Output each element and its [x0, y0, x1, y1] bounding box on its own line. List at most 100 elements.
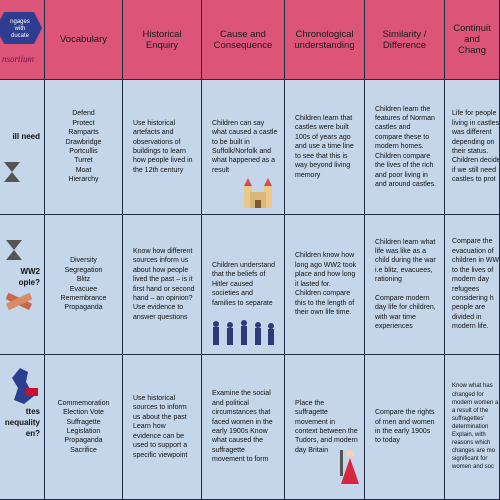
paragraph: Know how different sources inform us abo…	[133, 247, 195, 321]
vocab-word: Segregation	[64, 266, 103, 274]
row-label-text: ttes	[25, 407, 40, 416]
table-cell: Defend Protect Ramparts Drawbridge Portculli…	[45, 80, 123, 215]
vocab-word: Moat	[75, 166, 92, 174]
icon	[338, 448, 362, 493]
row-label: ill need	[0, 80, 45, 215]
table-cell: Examine the social and political circums…	[202, 355, 285, 500]
vocab-word: Election Vote	[63, 409, 104, 417]
paragraph: Place the suffragette movement in contex…	[295, 399, 358, 454]
table-cell: Diversity Segregation Blitz Evacuee Remembra…	[45, 215, 123, 355]
paragraph: Children learn that castles were built 1…	[295, 114, 354, 179]
icon	[240, 176, 276, 215]
header-text: Continuit	[453, 23, 491, 34]
paragraph: Examine the social and political circums…	[212, 390, 273, 464]
vocab-word: Blitz	[76, 276, 91, 284]
cell-content: Examine the social and political circums…	[212, 389, 278, 465]
paragraph: people are	[452, 304, 486, 312]
header-cell: Cause and Consequence	[202, 0, 285, 80]
paragraph: their status.	[452, 148, 489, 155]
uk-map-icon	[12, 368, 38, 404]
paragraph: determination	[452, 423, 489, 430]
icon	[4, 238, 24, 267]
cell-content: Defend Protect Ramparts Drawbridge Portculli…	[66, 109, 102, 185]
logo-text: ngages	[10, 19, 30, 25]
vocab-word: Diversity	[70, 257, 97, 265]
suffragette-icon	[340, 450, 359, 484]
icon	[2, 160, 22, 189]
header-text: Chronological understanding	[294, 28, 355, 51]
paragraph: Use historical artefacts and observation…	[133, 119, 193, 174]
paragraph: depending on	[452, 138, 495, 146]
header-text: Cause and Consequence	[213, 28, 273, 51]
paragraph: modern life.	[452, 323, 489, 331]
paragraph: Use historical sources to inform us abou…	[133, 394, 188, 459]
paragraph: Compare the	[452, 238, 493, 246]
table-cell: Use historical artefacts and observation…	[123, 80, 202, 215]
vocab-word: Sacrifice	[70, 446, 97, 454]
logo-name: nsortium	[2, 54, 35, 64]
hourglass-icon	[4, 162, 20, 182]
header-text: Historical Enquiry	[142, 28, 182, 51]
paragraph: women and soc	[452, 464, 495, 471]
header-cell: Continuit and Chang	[445, 0, 500, 80]
table-cell: Use historical sources to inform us abou…	[123, 355, 202, 500]
paragraph: changes are mo	[452, 448, 496, 455]
table-cell: Children learn what life was like as a c…	[365, 215, 445, 355]
row-label: WW2 ople?	[0, 215, 45, 355]
cell-content: Use historical sources to inform us abou…	[133, 394, 195, 460]
paragraph: a result of the	[452, 407, 489, 414]
header-cell: Chronological understanding	[285, 0, 365, 80]
vocab-word: Propaganda	[64, 437, 103, 445]
header-text: and Chang	[458, 34, 486, 56]
paragraph: Compare the rights of men and women in t…	[375, 409, 435, 445]
paragraph: considering h	[452, 294, 494, 302]
cell-content: Life for people living in castles was diff…	[452, 109, 500, 185]
row-label-text: nequality	[4, 417, 40, 427]
paragraph: changed for	[452, 391, 484, 398]
table-cell: Children know how long ago WW2 took plac…	[285, 215, 365, 355]
logo-hexagon	[0, 12, 42, 44]
logo: ngages with ducate nsortium	[0, 12, 42, 64]
vocab-word: Evacuee	[69, 285, 98, 293]
soldiers-icon	[213, 320, 274, 345]
vocab-word: Ramparts	[68, 129, 99, 137]
cell-content: Children learn the features of Norman ca…	[375, 105, 438, 190]
row-label-text: ill need	[12, 132, 40, 141]
vocab-word: Legislation	[66, 428, 101, 435]
paragraph: Children know how long ago WW2 took plac…	[295, 252, 357, 317]
castle-icon	[244, 178, 272, 208]
paragraph: reasons which	[452, 440, 491, 447]
cell-content: Compare the evacuation of children in WW to…	[452, 237, 499, 331]
row-label-text: ople?	[18, 277, 40, 287]
vocab-word: Turret	[74, 157, 93, 165]
cell-content: Children understand that the beliefs of …	[212, 261, 278, 308]
paragraph: refugees	[452, 285, 480, 293]
vocab-word: Portcullis	[69, 148, 98, 155]
table-cell: Know how different sources inform us abo…	[123, 215, 202, 355]
vocab-word: Suffragette	[66, 418, 101, 426]
paragraph: evacuation of	[452, 247, 494, 255]
vocab-word: Remembrance	[60, 294, 107, 302]
paragraph: significant for	[452, 456, 488, 463]
table-cell: Children learn the features of Norman ca…	[365, 80, 445, 215]
row-label-text: WW2	[20, 267, 40, 276]
table-cell: Life for people living in castles was diff…	[445, 80, 500, 215]
paragraph: Compare modern day life for children, wi…	[375, 294, 436, 331]
row-label-text: en?	[25, 428, 40, 438]
bandage-icon	[5, 292, 33, 311]
paragraph: Children decide	[452, 157, 500, 165]
paragraph: Children understand that the beliefs of …	[212, 261, 276, 307]
logo-text: with	[13, 26, 25, 32]
header-cell: Historical Enquiry	[123, 0, 202, 80]
paragraph: modern women a	[452, 399, 499, 406]
vocab-word: Commemoration	[57, 399, 110, 407]
logo-text: ducate	[10, 33, 29, 39]
hourglass-icon	[6, 240, 22, 260]
table-cell: Compare the rights of men and women in t…	[365, 355, 445, 500]
header-cell: Similarity / Difference	[365, 0, 445, 80]
cell-content: Use historical artefacts and observation…	[133, 119, 195, 176]
paragraph: modern day	[452, 276, 489, 284]
vocab-word: Propaganda	[64, 304, 103, 312]
